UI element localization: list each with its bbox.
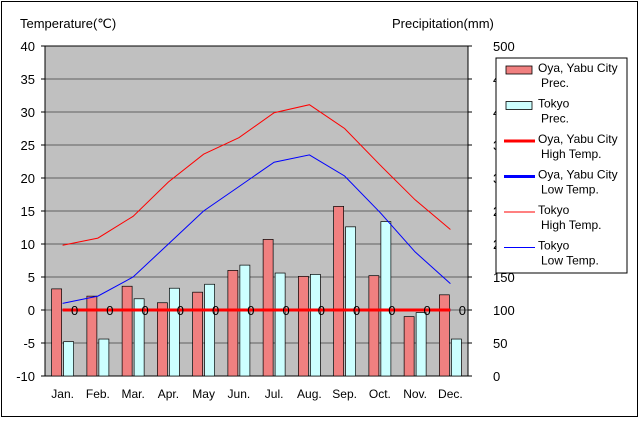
precip-bar — [227, 270, 239, 377]
x-tick-label: Mar. — [121, 387, 144, 401]
precip-bar — [239, 264, 251, 377]
legend-swatch — [505, 65, 533, 75]
precip-bar — [98, 338, 110, 377]
precip-bar — [51, 288, 62, 377]
precip-bar — [133, 298, 145, 377]
x-tick-label: Oct. — [369, 387, 391, 401]
legend-label-line2: Low Temp. — [541, 183, 599, 197]
zero-label: 0 — [459, 303, 466, 318]
zero-label: 0 — [212, 303, 219, 318]
precip-bar — [298, 275, 309, 377]
legend-label-line2: Low Temp. — [541, 254, 599, 268]
temperature-lines — [62, 104, 451, 312]
y-axis-right-label: Precipitation(mm) — [392, 16, 494, 31]
x-tick-label: Jan. — [51, 387, 74, 401]
zero-label: 0 — [142, 303, 149, 318]
y-left-tick-label: 10 — [21, 237, 35, 252]
legend-box — [495, 57, 628, 274]
temp-line — [62, 154, 451, 304]
x-tick-label: Feb. — [86, 387, 110, 401]
y-right-tick-label: 100 — [493, 303, 515, 318]
precip-bar — [262, 239, 274, 377]
precip-bar — [192, 291, 203, 377]
x-tick-label: Jul. — [265, 387, 284, 401]
legend-swatch — [505, 101, 533, 110]
precip-bar — [451, 338, 462, 377]
precip-bar — [415, 312, 427, 377]
zero-label: 0 — [177, 303, 184, 318]
precip-bar — [333, 206, 344, 377]
zero-label: 0 — [318, 303, 325, 318]
y-axis-left-label: Temperature(℃) — [20, 16, 116, 31]
zero-label: 0 — [388, 303, 395, 318]
x-axis-ticks: Jan. Feb. Mar. Apr. May Jun. Jul. Aug. Sep. Oct. N… — [51, 387, 462, 401]
y-left-tick-label: 20 — [21, 171, 35, 186]
precipitation-bars — [51, 206, 462, 377]
precip-bar — [169, 287, 180, 377]
legend-label-line1: Oya, Yabu City — [538, 168, 618, 182]
precip-bar — [368, 275, 380, 377]
precip-bar — [157, 302, 168, 377]
legend-label-line2: High Temp. — [541, 147, 601, 161]
y-left-tick-label: 40 — [21, 39, 35, 54]
y-left-tick-label: 25 — [21, 138, 35, 153]
precip-bar — [274, 272, 286, 377]
y-axis-left-ticks: 40 35 30 25 20 15 10 5 0 -5 -10 — [16, 39, 45, 384]
x-tick-label: Sep. — [332, 387, 357, 401]
y-right-tick-label: 50 — [493, 336, 507, 351]
zero-label: 0 — [424, 303, 431, 318]
legend-label-line1: Tokyo — [538, 239, 570, 253]
precip-bar — [439, 294, 450, 377]
temp-line — [62, 104, 451, 246]
zero-label: 0 — [283, 303, 290, 318]
zero-label: 0 — [247, 303, 254, 318]
legend-label-line2: Prec. — [541, 76, 569, 90]
zero-label: 0 — [106, 303, 113, 318]
legend-label-line1: Oya, Yabu City — [538, 61, 618, 75]
x-tick-label: Dec. — [438, 387, 463, 401]
precip-bar — [380, 221, 392, 377]
x-tick-label: Aug. — [297, 387, 322, 401]
precip-bar — [310, 274, 321, 377]
y-left-tick-label: -5 — [23, 336, 35, 351]
zero-label: 0 — [353, 303, 360, 318]
y-right-tick-label: 0 — [493, 369, 500, 384]
x-tick-label: May — [192, 387, 215, 401]
precip-bar — [345, 226, 356, 377]
legend-label-line2: Prec. — [541, 112, 569, 126]
precip-bar — [204, 283, 215, 377]
x-tick-label: Nov. — [403, 387, 427, 401]
precip-bar — [86, 295, 98, 377]
x-tick-label: Apr. — [158, 387, 179, 401]
legend-label-line1: Tokyo — [538, 97, 570, 111]
precip-bar — [403, 316, 415, 377]
y-left-tick-label: 35 — [21, 72, 35, 87]
y-left-tick-label: 5 — [28, 270, 35, 285]
legend-label-line1: Oya, Yabu City — [538, 132, 618, 146]
y-left-tick-label: 30 — [21, 105, 35, 120]
y-right-tick-label: 150 — [493, 270, 515, 285]
legend-label-line1: Tokyo — [538, 203, 570, 217]
zero-annotations: 0 0 0 0 0 0 0 0 0 0 0 0 — [71, 303, 466, 318]
y-left-tick-label: 15 — [21, 204, 35, 219]
zero-label: 0 — [71, 303, 78, 318]
y-left-tick-label: 0 — [28, 303, 35, 318]
legend-label-line2: High Temp. — [541, 218, 601, 232]
precip-bar — [121, 285, 133, 377]
x-tick-label: Jun. — [228, 387, 251, 401]
y-left-tick-label: -10 — [16, 369, 35, 384]
y-right-tick-label: 500 — [493, 39, 515, 54]
precip-bar — [63, 341, 74, 377]
